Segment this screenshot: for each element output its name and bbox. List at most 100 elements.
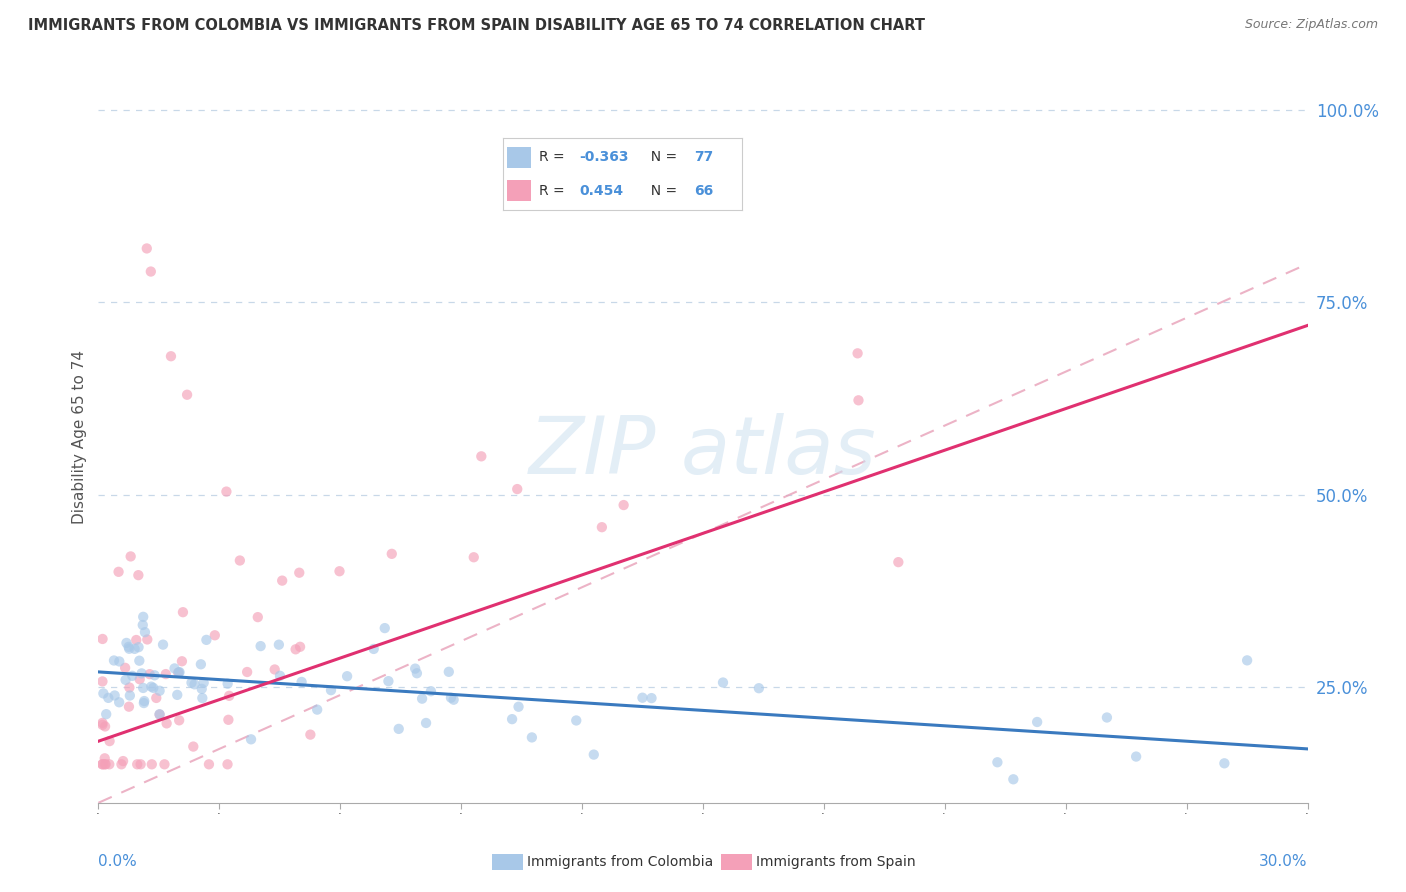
Point xyxy=(91,718,114,732)
Point xyxy=(121,669,143,683)
Point xyxy=(470,450,492,464)
Point xyxy=(299,728,322,742)
Point xyxy=(118,689,141,703)
Point xyxy=(508,699,530,714)
Text: 0.0%: 0.0% xyxy=(98,854,138,869)
Point xyxy=(204,628,226,642)
Point xyxy=(217,676,239,690)
Point xyxy=(98,757,121,772)
Point xyxy=(388,722,411,736)
Point xyxy=(848,393,870,408)
Point xyxy=(284,642,307,657)
Point xyxy=(128,640,150,655)
Point xyxy=(94,719,117,733)
Point xyxy=(711,675,734,690)
Text: 66: 66 xyxy=(695,184,714,198)
Point xyxy=(142,681,165,695)
Point xyxy=(443,692,465,706)
Point xyxy=(91,674,114,689)
Point xyxy=(404,662,426,676)
Point xyxy=(148,707,170,722)
Point xyxy=(153,757,176,772)
Point xyxy=(288,566,311,580)
Point xyxy=(236,665,259,679)
Point xyxy=(319,683,342,698)
Point xyxy=(169,665,191,680)
Point xyxy=(97,690,120,705)
Point xyxy=(291,674,314,689)
Point xyxy=(155,667,177,681)
Point xyxy=(143,668,166,682)
Point xyxy=(363,642,385,657)
Point xyxy=(103,653,125,667)
Point xyxy=(108,655,131,669)
Point xyxy=(193,675,215,690)
Point xyxy=(267,638,290,652)
Text: Immigrants from Spain: Immigrants from Spain xyxy=(756,855,915,869)
Point xyxy=(104,689,127,703)
Point xyxy=(120,549,142,564)
Point xyxy=(149,683,172,698)
Text: R =: R = xyxy=(538,184,574,198)
Point xyxy=(377,674,399,689)
Point xyxy=(437,665,460,679)
Point xyxy=(190,657,212,672)
Point xyxy=(149,707,172,722)
Point xyxy=(160,349,183,363)
Point xyxy=(307,703,329,717)
Point xyxy=(1125,749,1147,764)
Point xyxy=(887,555,910,569)
Point xyxy=(613,498,636,512)
Text: 0.454: 0.454 xyxy=(579,184,623,198)
Text: Source: ZipAtlas.com: Source: ZipAtlas.com xyxy=(1244,18,1378,31)
Point xyxy=(128,672,150,686)
Point xyxy=(582,747,605,762)
Point xyxy=(108,695,131,709)
Point xyxy=(176,388,198,402)
Bar xyxy=(508,146,531,169)
Point xyxy=(98,734,121,748)
Point xyxy=(249,639,271,653)
Text: -0.363: -0.363 xyxy=(579,151,628,164)
Point xyxy=(145,690,167,705)
Point xyxy=(748,681,770,696)
Point xyxy=(91,632,114,646)
Point xyxy=(107,565,129,579)
Point xyxy=(132,618,155,632)
Point xyxy=(215,484,238,499)
Point xyxy=(129,757,152,772)
Point xyxy=(93,757,115,772)
Point xyxy=(94,757,117,772)
Point xyxy=(139,264,162,278)
Point xyxy=(374,621,396,635)
Point xyxy=(1213,756,1236,771)
Point xyxy=(419,684,441,698)
Text: IMMIGRANTS FROM COLOMBIA VS IMMIGRANTS FROM SPAIN DISABILITY AGE 65 TO 74 CORREL: IMMIGRANTS FROM COLOMBIA VS IMMIGRANTS F… xyxy=(28,18,925,33)
Point xyxy=(190,681,212,696)
Point xyxy=(1026,714,1049,729)
Point xyxy=(198,757,221,772)
Point xyxy=(411,691,433,706)
Text: 77: 77 xyxy=(695,151,714,164)
Point xyxy=(246,610,269,624)
Point xyxy=(91,757,114,772)
Point xyxy=(846,346,869,360)
Text: ZIP atlas: ZIP atlas xyxy=(529,413,877,491)
Point xyxy=(263,663,285,677)
Y-axis label: Disability Age 65 to 74: Disability Age 65 to 74 xyxy=(72,350,87,524)
Point xyxy=(118,699,141,714)
Text: N =: N = xyxy=(641,151,681,164)
Point xyxy=(136,632,159,647)
Point xyxy=(141,680,163,694)
Text: Immigrants from Colombia: Immigrants from Colombia xyxy=(527,855,713,869)
Point xyxy=(217,713,239,727)
Point xyxy=(114,661,136,675)
Point xyxy=(631,690,654,705)
Point xyxy=(440,690,463,705)
Point xyxy=(183,677,205,691)
Point xyxy=(132,681,155,695)
Point xyxy=(96,707,118,722)
Point xyxy=(381,547,404,561)
Point xyxy=(131,666,153,681)
Point xyxy=(167,714,190,728)
